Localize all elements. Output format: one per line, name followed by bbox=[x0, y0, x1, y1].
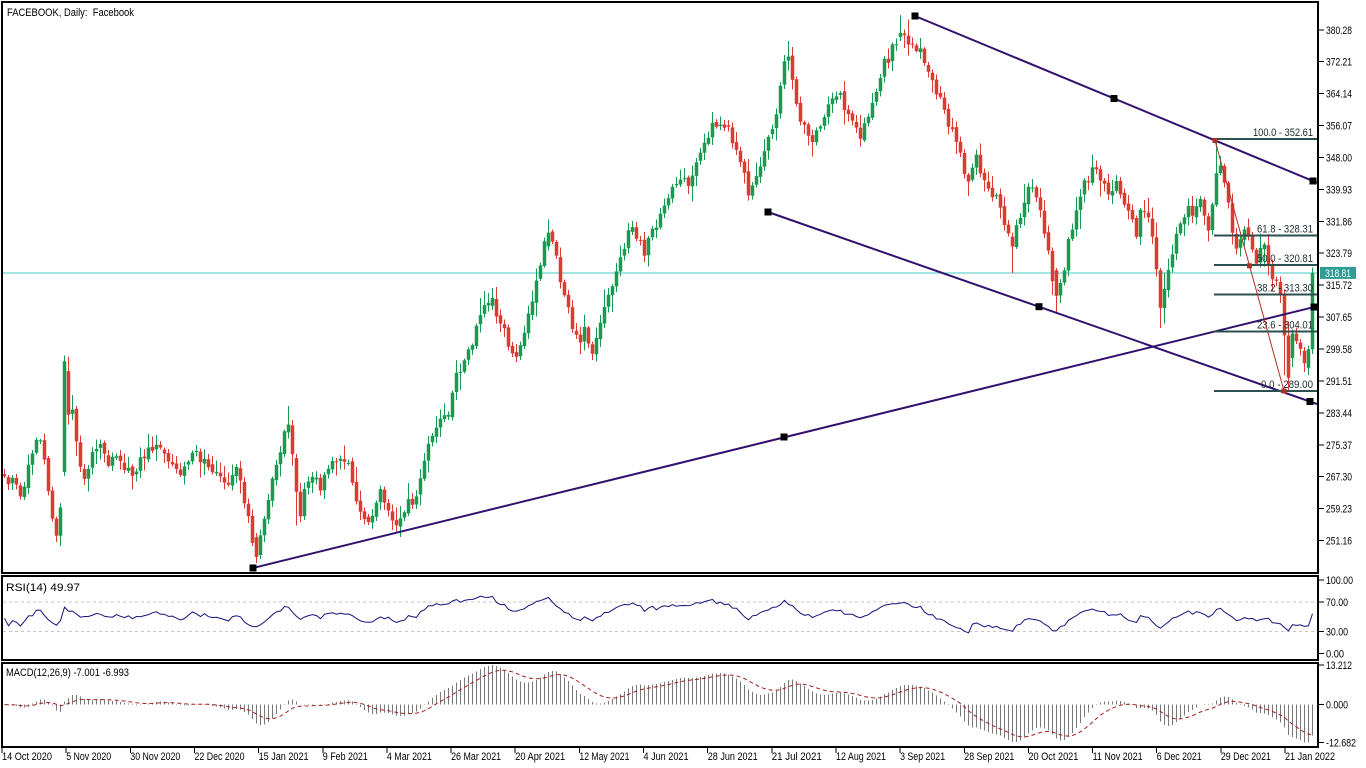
svg-text:-12.682: -12.682 bbox=[1326, 737, 1356, 749]
svg-text:15 Jan 2021: 15 Jan 2021 bbox=[259, 751, 309, 763]
svg-text:FACEBOOK, Daily: Facebook: FACEBOOK, Daily: Facebook bbox=[7, 7, 134, 19]
svg-text:13.212: 13.212 bbox=[1326, 660, 1352, 672]
svg-text:30 Nov 2020: 30 Nov 2020 bbox=[130, 751, 180, 763]
svg-text:6 Dec 2021: 6 Dec 2021 bbox=[1157, 751, 1202, 763]
svg-text:3 Sep 2021: 3 Sep 2021 bbox=[900, 751, 945, 763]
svg-text:21 Jul 2021: 21 Jul 2021 bbox=[772, 751, 822, 763]
svg-text:61.8 - 328.31: 61.8 - 328.31 bbox=[1257, 223, 1313, 235]
svg-text:0.0 - 289.00: 0.0 - 289.00 bbox=[1261, 379, 1313, 391]
svg-text:267.30: 267.30 bbox=[1326, 472, 1352, 484]
svg-text:5 Nov 2020: 5 Nov 2020 bbox=[66, 751, 111, 763]
svg-text:100.0 - 352.61: 100.0 - 352.61 bbox=[1253, 127, 1313, 139]
svg-text:20 Oct 2021: 20 Oct 2021 bbox=[1028, 751, 1078, 763]
svg-text:356.07: 356.07 bbox=[1326, 121, 1352, 133]
svg-text:339.93: 339.93 bbox=[1326, 184, 1352, 196]
svg-text:50.0 - 320.81: 50.0 - 320.81 bbox=[1257, 253, 1313, 265]
svg-text:28 Jun 2021: 28 Jun 2021 bbox=[708, 751, 758, 763]
svg-text:11 Nov 2021: 11 Nov 2021 bbox=[1093, 751, 1143, 763]
svg-text:30.00: 30.00 bbox=[1326, 627, 1348, 639]
svg-text:364.14: 364.14 bbox=[1326, 89, 1352, 101]
svg-text:331.86: 331.86 bbox=[1326, 216, 1352, 228]
svg-text:323.79: 323.79 bbox=[1326, 248, 1352, 260]
svg-text:12 Aug 2021: 12 Aug 2021 bbox=[836, 751, 886, 763]
svg-text:70.00: 70.00 bbox=[1326, 597, 1348, 609]
svg-text:275.37: 275.37 bbox=[1326, 440, 1352, 452]
svg-text:0.000: 0.000 bbox=[1326, 700, 1348, 712]
svg-text:4 Mar 2021: 4 Mar 2021 bbox=[387, 751, 432, 763]
svg-text:100.00: 100.00 bbox=[1326, 575, 1353, 587]
svg-text:14 Oct 2020: 14 Oct 2020 bbox=[2, 751, 52, 763]
svg-text:299.58: 299.58 bbox=[1326, 344, 1352, 356]
svg-text:380.28: 380.28 bbox=[1326, 25, 1352, 37]
svg-text:29 Dec 2021: 29 Dec 2021 bbox=[1221, 751, 1271, 763]
svg-text:9 Feb 2021: 9 Feb 2021 bbox=[323, 751, 368, 763]
svg-text:283.44: 283.44 bbox=[1326, 408, 1352, 420]
svg-text:372.21: 372.21 bbox=[1326, 57, 1352, 69]
svg-text:21 Jan 2022: 21 Jan 2022 bbox=[1285, 751, 1335, 763]
svg-text:28 Sep 2021: 28 Sep 2021 bbox=[964, 751, 1014, 763]
svg-text:251.16: 251.16 bbox=[1326, 536, 1352, 548]
svg-text:348.00: 348.00 bbox=[1326, 153, 1352, 165]
svg-text:MACD(12,26,9) -7.001 -6.993: MACD(12,26,9) -7.001 -6.993 bbox=[6, 667, 129, 679]
svg-text:0.00: 0.00 bbox=[1326, 649, 1344, 661]
svg-text:318.81: 318.81 bbox=[1325, 268, 1351, 280]
svg-text:4 Jun 2021: 4 Jun 2021 bbox=[644, 751, 689, 763]
svg-text:307.65: 307.65 bbox=[1326, 312, 1352, 324]
svg-text:RSI(14) 49.97: RSI(14) 49.97 bbox=[6, 582, 80, 594]
svg-text:259.23: 259.23 bbox=[1326, 504, 1352, 516]
svg-text:22 Dec 2020: 22 Dec 2020 bbox=[195, 751, 245, 763]
svg-text:26 Mar 2021: 26 Mar 2021 bbox=[451, 751, 501, 763]
svg-text:38.2 - 313.30: 38.2 - 313.30 bbox=[1257, 283, 1313, 295]
svg-text:315.72: 315.72 bbox=[1326, 280, 1352, 292]
svg-text:23.6 - 304.01: 23.6 - 304.01 bbox=[1257, 320, 1313, 332]
svg-text:291.51: 291.51 bbox=[1326, 376, 1352, 388]
svg-text:12 May 2021: 12 May 2021 bbox=[579, 751, 629, 763]
svg-text:20 Apr 2021: 20 Apr 2021 bbox=[515, 751, 565, 763]
